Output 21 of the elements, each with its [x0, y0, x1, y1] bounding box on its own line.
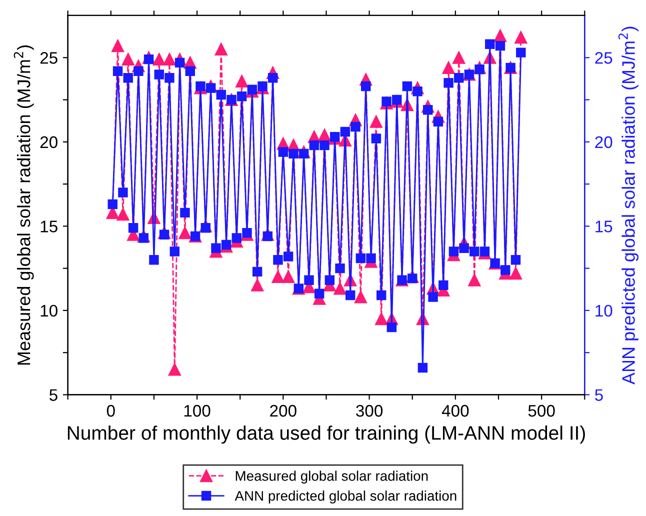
- legend-label: Measured global solar radiation: [236, 470, 428, 484]
- x-tick-label: 100: [184, 404, 210, 417]
- y2-tick-label: 25: [595, 52, 612, 64]
- y2-axis-title: ANN predicted global solar radiation (MJ/m$^{2}$): [618, 26, 638, 385]
- legend-label: ANN predicted global solar radiation: [234, 490, 456, 504]
- y-tick-label: 25: [40, 52, 58, 64]
- y-tick-label: 10: [40, 304, 58, 317]
- x-tick-label: 500: [528, 404, 555, 417]
- x-axis-title: Number of monthly data used for training (LM-ANN model II): [68, 426, 585, 444]
- y2-tick-label: 10: [596, 304, 612, 317]
- x-tick-label: 200: [270, 404, 296, 417]
- y-tick-label: 15: [40, 220, 58, 232]
- x-tick-label: 300: [356, 404, 383, 417]
- x-tick-label: 400: [442, 404, 469, 417]
- y2-tick-label: 20: [595, 136, 612, 148]
- y2-tick-label: 5: [595, 389, 603, 401]
- y-axis-title: Measured global solar radiation (MJ/m$^{2}$): [14, 45, 34, 365]
- y-tick-label: 20: [40, 136, 58, 148]
- x-tick-label: 0: [106, 404, 115, 417]
- y-tick-label: 5: [50, 389, 58, 401]
- y2-tick-label: 15: [596, 220, 612, 232]
